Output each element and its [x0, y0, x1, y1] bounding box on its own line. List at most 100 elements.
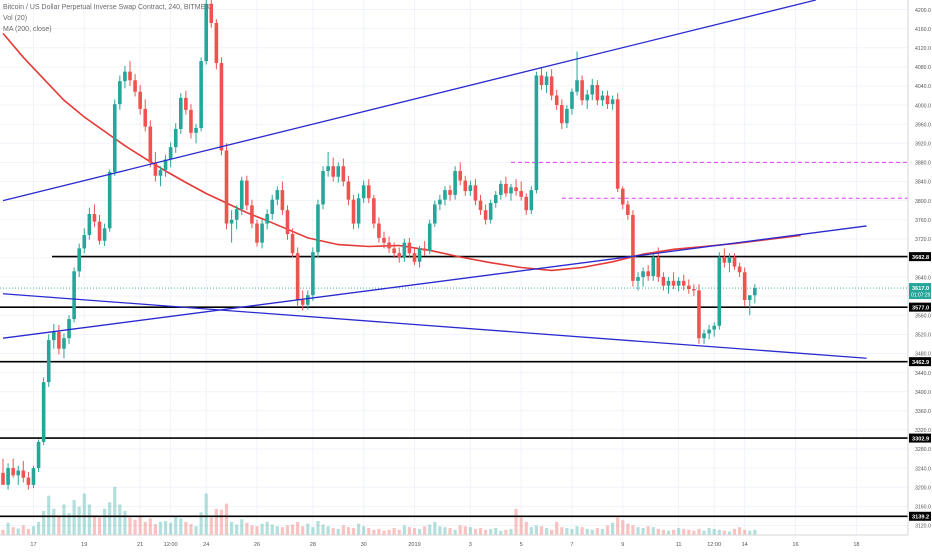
candle-body[interactable]	[417, 248, 422, 262]
candle-body[interactable]	[504, 183, 508, 194]
candle-body[interactable]	[702, 333, 706, 339]
candle-body[interactable]	[453, 171, 457, 195]
candle-body[interactable]	[194, 128, 198, 133]
candle-body[interactable]	[707, 329, 711, 334]
candle-body[interactable]	[539, 75, 544, 86]
candle-body[interactable]	[580, 80, 584, 101]
candle-body[interactable]	[366, 185, 371, 199]
candle-body[interactable]	[204, 3, 208, 62]
time-axis[interactable]: 17 19 21 12:00 24 26 28 30 2019 3 5 7 9 11 12:00 14 16 18	[0, 534, 908, 550]
candle-body[interactable]	[21, 470, 26, 478]
candle-body[interactable]	[636, 277, 640, 281]
candle-body[interactable]	[102, 228, 107, 241]
candle-body[interactable]	[46, 340, 51, 383]
candle-body[interactable]	[184, 97, 188, 110]
candle-body[interactable]	[468, 185, 473, 192]
candle-body[interactable]	[753, 288, 757, 296]
symbol-title[interactable]: Bitcoin / US Dollar Perpetual Inverse Sw…	[3, 4, 210, 11]
candle-body[interactable]	[392, 248, 396, 254]
candle-body[interactable]	[687, 285, 691, 289]
ma-indicator-label[interactable]: MA (200, close)	[3, 26, 52, 33]
candle-body[interactable]	[488, 203, 493, 220]
candle-body[interactable]	[77, 248, 81, 272]
candle-body[interactable]	[590, 85, 595, 95]
candle-body[interactable]	[209, 3, 214, 23]
candle-body[interactable]	[737, 266, 742, 273]
candle-body[interactable]	[448, 190, 452, 195]
candle-body[interactable]	[595, 85, 600, 101]
candles[interactable]	[1, 0, 757, 490]
candle-body[interactable]	[519, 191, 523, 197]
candle-body[interactable]	[36, 441, 41, 469]
candle-body[interactable]	[118, 81, 122, 105]
candle-body[interactable]	[67, 319, 71, 339]
candle-body[interactable]	[62, 338, 66, 349]
candle-body[interactable]	[11, 468, 15, 476]
candle-body[interactable]	[433, 204, 437, 224]
candle-body[interactable]	[651, 256, 656, 277]
candle-body[interactable]	[275, 190, 280, 200]
candle-body[interactable]	[732, 256, 737, 267]
candle-body[interactable]	[311, 252, 315, 296]
candle-body[interactable]	[646, 271, 650, 277]
candle-body[interactable]	[326, 166, 330, 172]
candle-body[interactable]	[499, 183, 503, 195]
candle-body[interactable]	[41, 382, 46, 442]
candle-body[interactable]	[529, 190, 534, 211]
candle-body[interactable]	[280, 190, 285, 211]
candle-body[interactable]	[397, 253, 402, 257]
candle-body[interactable]	[285, 210, 290, 235]
candle-body[interactable]	[463, 180, 468, 192]
volume-indicator-label[interactable]: Vol (20)	[3, 15, 28, 22]
candle-body[interactable]	[153, 162, 158, 176]
candle-body[interactable]	[514, 187, 518, 192]
candle-body[interactable]	[143, 108, 148, 127]
candle-body[interactable]	[585, 94, 589, 101]
candle-body[interactable]	[245, 180, 249, 206]
candle-body[interactable]	[661, 277, 666, 286]
candle-body[interactable]	[671, 280, 676, 286]
candle-body[interactable]	[123, 71, 127, 82]
candle-body[interactable]	[382, 237, 386, 243]
candle-body[interactable]	[300, 299, 305, 305]
candle-body[interactable]	[534, 75, 539, 191]
candle-body[interactable]	[402, 242, 407, 257]
candle-body[interactable]	[219, 63, 224, 151]
candle-body[interactable]	[407, 242, 412, 254]
candle-body[interactable]	[443, 190, 447, 200]
candle-body[interactable]	[722, 256, 727, 263]
candle-body[interactable]	[138, 91, 142, 109]
candle-body[interactable]	[341, 166, 346, 182]
candle-body[interactable]	[631, 214, 635, 281]
candle-body[interactable]	[524, 196, 529, 211]
candle-body[interactable]	[133, 80, 137, 92]
candle-body[interactable]	[234, 209, 239, 220]
candle-body[interactable]	[478, 200, 483, 211]
candle-body[interactable]	[620, 188, 625, 205]
candle-body[interactable]	[112, 104, 117, 172]
candle-body[interactable]	[458, 171, 462, 181]
candle-body[interactable]	[656, 256, 661, 278]
candle-body[interactable]	[163, 159, 168, 171]
candle-body[interactable]	[681, 280, 686, 286]
candle-body[interactable]	[641, 271, 645, 278]
candle-body[interactable]	[712, 325, 716, 330]
candle-body[interactable]	[128, 71, 132, 81]
candle-body[interactable]	[554, 95, 559, 106]
candle-body[interactable]	[295, 253, 300, 300]
candle-body[interactable]	[321, 171, 325, 205]
candle-body[interactable]	[214, 22, 219, 64]
candle-body[interactable]	[224, 150, 229, 224]
candle-body[interactable]	[351, 199, 356, 224]
candle-body[interactable]	[717, 256, 722, 326]
candle-body[interactable]	[473, 185, 478, 201]
candle-body[interactable]	[483, 210, 488, 220]
candle-body[interactable]	[26, 477, 31, 485]
candle-body[interactable]	[199, 61, 203, 129]
candle-body[interactable]	[250, 205, 254, 224]
candle-body[interactable]	[57, 331, 61, 349]
candle-body[interactable]	[239, 180, 244, 210]
candle-body[interactable]	[387, 242, 391, 249]
